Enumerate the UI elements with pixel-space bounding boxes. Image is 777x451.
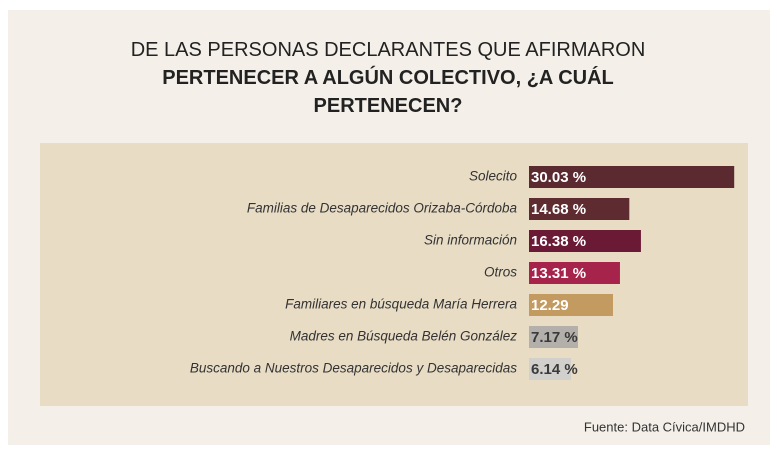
- bar: [529, 262, 620, 284]
- category-label: Solecito: [469, 169, 518, 184]
- bar: [529, 230, 641, 252]
- value-label: 16.38 %: [531, 233, 586, 250]
- category-label: Otros: [484, 265, 517, 280]
- source: Fuente: Data Cívica/IMDHD: [584, 419, 745, 434]
- bar: [529, 294, 613, 316]
- value-label: 14.68 %: [531, 201, 586, 218]
- bar: [529, 166, 735, 188]
- value-label: 13.31 %: [531, 265, 586, 282]
- title-block: DE LAS PERSONAS DECLARANTES QUE AFIRMARO…: [108, 36, 668, 120]
- bar: [529, 358, 571, 380]
- value-label: 12.29: [531, 297, 569, 314]
- category-label: Sin información: [424, 233, 517, 248]
- category-label: Familias de Desaparecidos Orizaba-Córdob…: [247, 201, 518, 216]
- category-label: Familiares en búsqueda María Herrera: [285, 297, 517, 312]
- value-label: 6.14 %: [531, 361, 578, 378]
- chart-title: DE LAS PERSONAS DECLARANTES QUE AFIRMARO…: [130, 39, 646, 61]
- value-label: 30.03 %: [531, 169, 586, 186]
- bar: [529, 198, 630, 220]
- category-label: Madres en Búsqueda Belén González: [290, 329, 518, 344]
- bar: [529, 326, 578, 348]
- value-label: 7.17 %: [531, 329, 578, 346]
- category-label: Buscando a Nuestros Desaparecidos y Desa…: [190, 361, 517, 376]
- chart-title-emphasis: PERTENECER A ALGÚN COLECTIVO, ¿A CUÁL PE…: [162, 67, 614, 117]
